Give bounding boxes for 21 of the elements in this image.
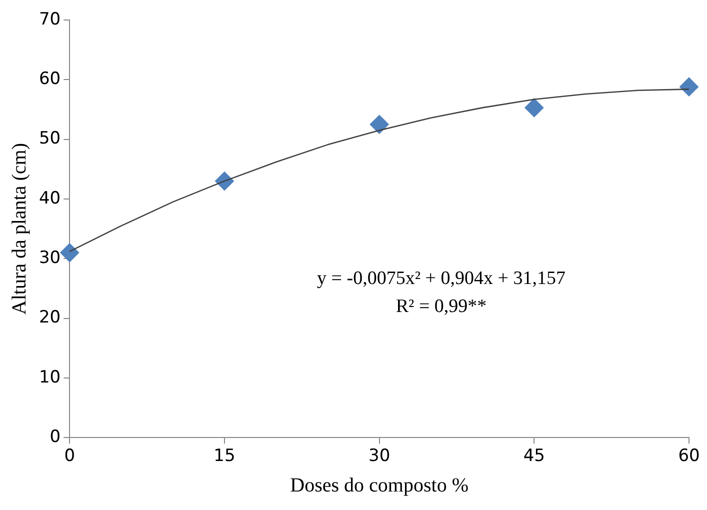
point xyxy=(60,243,80,262)
point xyxy=(370,114,389,134)
y-tick-label: 50 xyxy=(38,128,61,149)
y-tick-label: 60 xyxy=(38,69,61,90)
y-tick-label: 10 xyxy=(38,367,61,388)
x-tick-label: 45 xyxy=(523,446,545,466)
x-tick-label: 0 xyxy=(64,446,76,466)
y-tick-label: 40 xyxy=(38,188,61,208)
y-tick-label: 0 xyxy=(50,427,61,448)
x-axis-title: Doses do composto % xyxy=(290,474,468,496)
point xyxy=(524,98,544,118)
y-tick-label: 20 xyxy=(38,308,61,328)
y-tick-label: 70 xyxy=(38,9,61,30)
y-tick-label: 30 xyxy=(38,248,61,268)
x-tick-label: 60 xyxy=(678,446,700,466)
annotation: y = -0,0075x² + 0,904x + 31,157 xyxy=(317,268,566,289)
x-tick-label: 30 xyxy=(368,446,390,466)
point xyxy=(680,77,698,96)
x-tick-label: 15 xyxy=(214,446,236,466)
y-axis-title: Altura da planta (cm) xyxy=(8,143,30,315)
annotation: R² = 0,99** xyxy=(396,296,487,317)
